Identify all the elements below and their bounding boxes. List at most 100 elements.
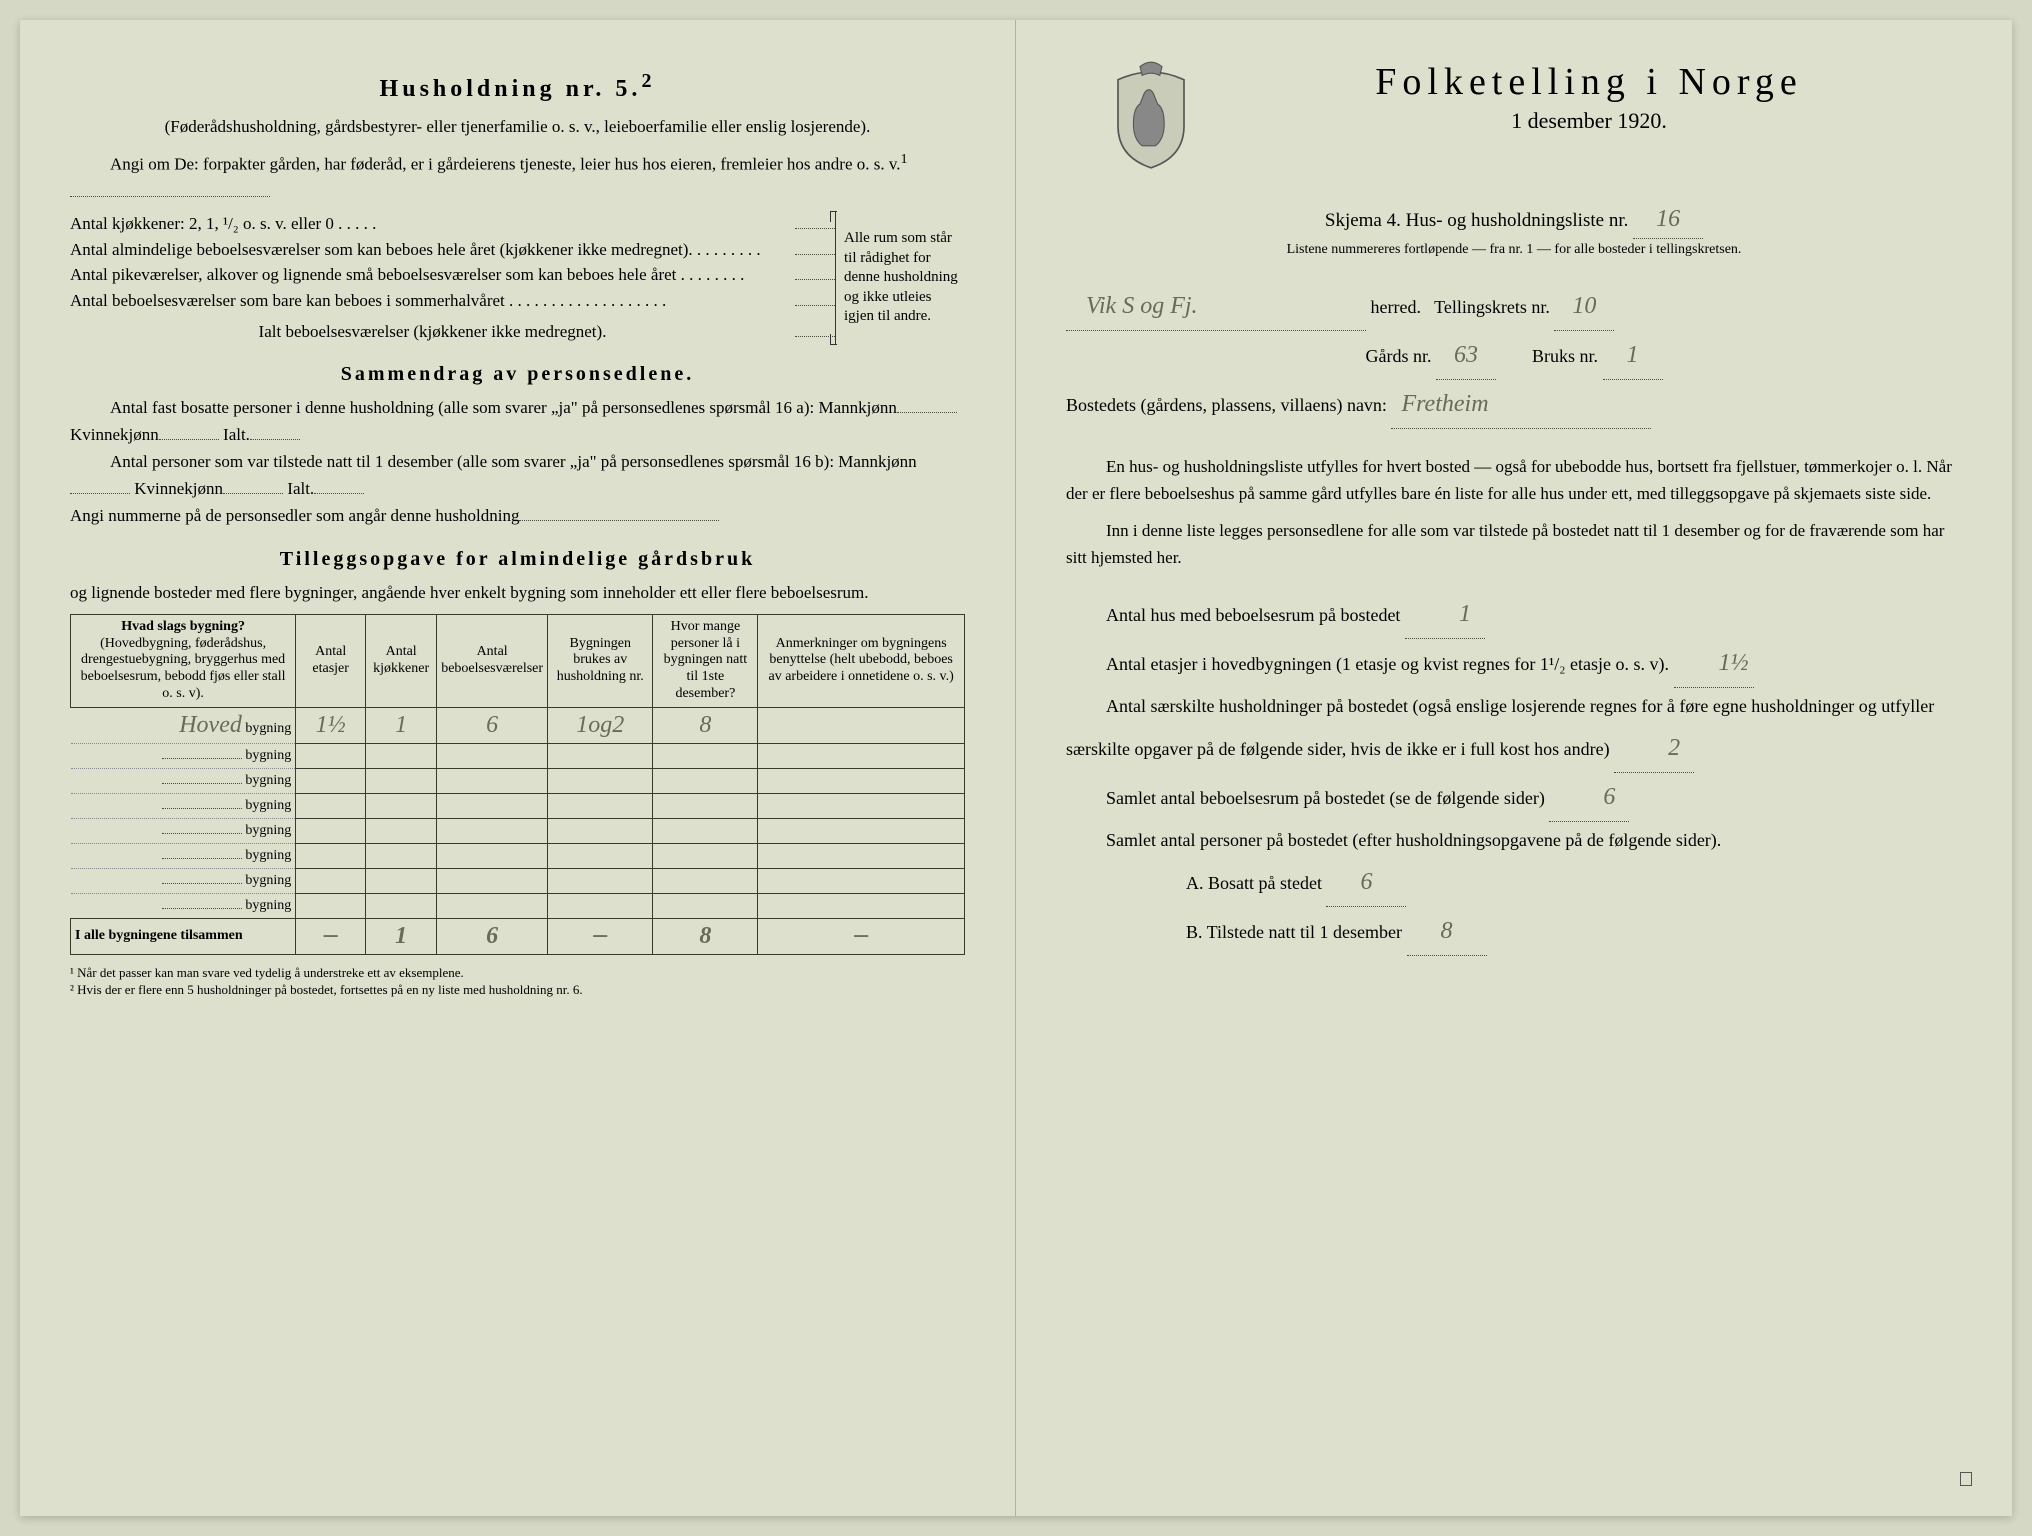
th-kjokken: Antal kjøkkener [366,614,437,707]
table-cell: 8 [653,707,758,743]
listene-note: Listene nummereres fortløpende — fra nr.… [1066,239,1962,261]
table-cell [758,893,965,918]
table-total-cell: — [548,918,653,954]
table-cell [366,868,437,893]
table-cell [548,868,653,893]
bracket-note: Alle rum som står til rådighet for denne… [835,211,965,345]
right-page: Folketelling i Norge 1 desember 1920. Sk… [1016,20,2012,1516]
sammendrag-line-1: Antal fast bosatte personer i denne hush… [70,394,965,448]
table-total-cell: — [758,918,965,954]
tillegg-title: Tilleggsopgave for almindelige gårdsbruk [70,548,965,571]
table-cell: 1og2 [548,707,653,743]
th-etasjer: Antal etasjer [296,614,366,707]
kitchens-block: Antal kjøkkener: 2, 1, ¹/₂ o. s. v. elle… [70,211,965,345]
table-cell [758,768,965,793]
table-row-label: Hoved bygning [71,707,296,743]
table-cell [653,818,758,843]
left-page: Husholdning nr. 5.2 (Føderådshusholdning… [20,20,1016,1516]
table-total-cell: 8 [653,918,758,954]
kitchens-row: Antal kjøkkener: 2, 1, ¹/₂ o. s. v. elle… [70,211,795,237]
table-cell [653,793,758,818]
table-cell [437,793,548,818]
table-cell [437,868,548,893]
table-cell [758,843,965,868]
table-cell [653,868,758,893]
table-cell [548,818,653,843]
th-vaerelser: Antal beboelsesværelser [437,614,548,707]
table-cell [548,793,653,818]
rooms-row-1: Antal almindelige beboelsesværelser som … [70,237,795,263]
household-title: Husholdning nr. 5.2 [70,70,965,103]
table-cell [366,818,437,843]
date-subtitle: 1 desember 1920. [1066,108,1962,134]
table-cell [296,893,366,918]
table-row-label: bygning [71,843,296,868]
header-block: Folketelling i Norge 1 desember 1920. [1066,60,1962,180]
table-cell [548,893,653,918]
household-subtitle: (Føderådshusholdning, gårdsbestyrer- ell… [70,113,965,140]
table-row-label: bygning [71,768,296,793]
table-cell [437,818,548,843]
th-anmerk: Anmerkninger om bygningens benyttelse (h… [758,614,965,707]
table-cell [437,843,548,868]
document-spread: Husholdning nr. 5.2 (Føderådshusholdning… [20,20,2012,1516]
table-cell [653,768,758,793]
para-2: Inn i denne liste legges personsedlene f… [1066,517,1962,571]
angi-om-text: Angi om De: forpakter gården, har føderå… [70,148,965,205]
table-cell [758,743,965,768]
table-cell [366,843,437,868]
table-total-cell: — [296,918,366,954]
printer-mark [1960,1472,1972,1486]
ialt-row: Ialt beboelsesværelser (kjøkkener ikke m… [70,319,795,345]
table-cell [366,793,437,818]
table-row-label: bygning [71,818,296,843]
para-1: En hus- og husholdningsliste utfylles fo… [1066,453,1962,507]
line-personer: Samlet antal personer på bostedet (efter… [1066,822,1962,858]
rooms-row-3: Antal beboelsesværelser som bare kan beb… [70,288,795,314]
table-cell [296,843,366,868]
sammendrag-line-2: Antal personer som var tilstede natt til… [70,448,965,502]
line-B: B. Tilstede natt til 1 desember 8 [1066,907,1962,956]
table-cell [758,707,965,743]
table-cell [366,768,437,793]
table-cell [548,743,653,768]
table-cell: 1½ [296,707,366,743]
table-total-cell: 1 [366,918,437,954]
table-cell [758,868,965,893]
buildings-table: Hvad slags bygning? (Hovedbygning, føder… [70,614,965,955]
table-cell [366,743,437,768]
table-cell [296,768,366,793]
table-cell [548,768,653,793]
table-cell [548,843,653,868]
main-title: Folketelling i Norge [1066,60,1962,104]
gards-line: Gårds nr. 63 Bruks nr. 1 [1066,331,1962,380]
th-hushold: Bygningen brukes av husholdning nr. [548,614,653,707]
line-etasjer: Antal etasjer i hovedbygningen (1 etasje… [1066,639,1962,688]
herred-line: Vik S og Fj. herred. Tellingskrets nr. 1… [1066,282,1962,331]
table-cell [653,743,758,768]
th-personer: Hvor mange personer lå i bygningen natt … [653,614,758,707]
table-total-cell: 6 [437,918,548,954]
table-cell [296,743,366,768]
th-type: Hvad slags bygning? (Hovedbygning, føder… [71,614,296,707]
table-cell: 6 [437,707,548,743]
footnote-1: ¹ Når det passer kan man svare ved tydel… [70,965,965,982]
line-rum: Samlet antal beboelsesrum på bostedet (s… [1066,773,1962,822]
angi-nummerne: Angi nummerne på de personsedler som ang… [70,502,965,529]
table-cell [437,893,548,918]
table-cell [296,818,366,843]
table-cell [366,893,437,918]
bosted-line: Bostedets (gårdens, plassens, villaens) … [1066,380,1962,429]
table-row-label: bygning [71,743,296,768]
line-husholdninger: Antal særskilte husholdninger på bostede… [1066,688,1962,773]
table-cell [296,868,366,893]
table-row-label: bygning [71,893,296,918]
table-cell [296,793,366,818]
coat-of-arms-icon [1106,60,1196,170]
line-A: A. Bosatt på stedet 6 [1066,858,1962,907]
table-cell [437,743,548,768]
line-hus: Antal hus med beboelsesrum på bostedet 1 [1066,590,1962,639]
footnotes: ¹ Når det passer kan man svare ved tydel… [70,965,965,999]
table-row-label: bygning [71,868,296,893]
table-cell [758,818,965,843]
